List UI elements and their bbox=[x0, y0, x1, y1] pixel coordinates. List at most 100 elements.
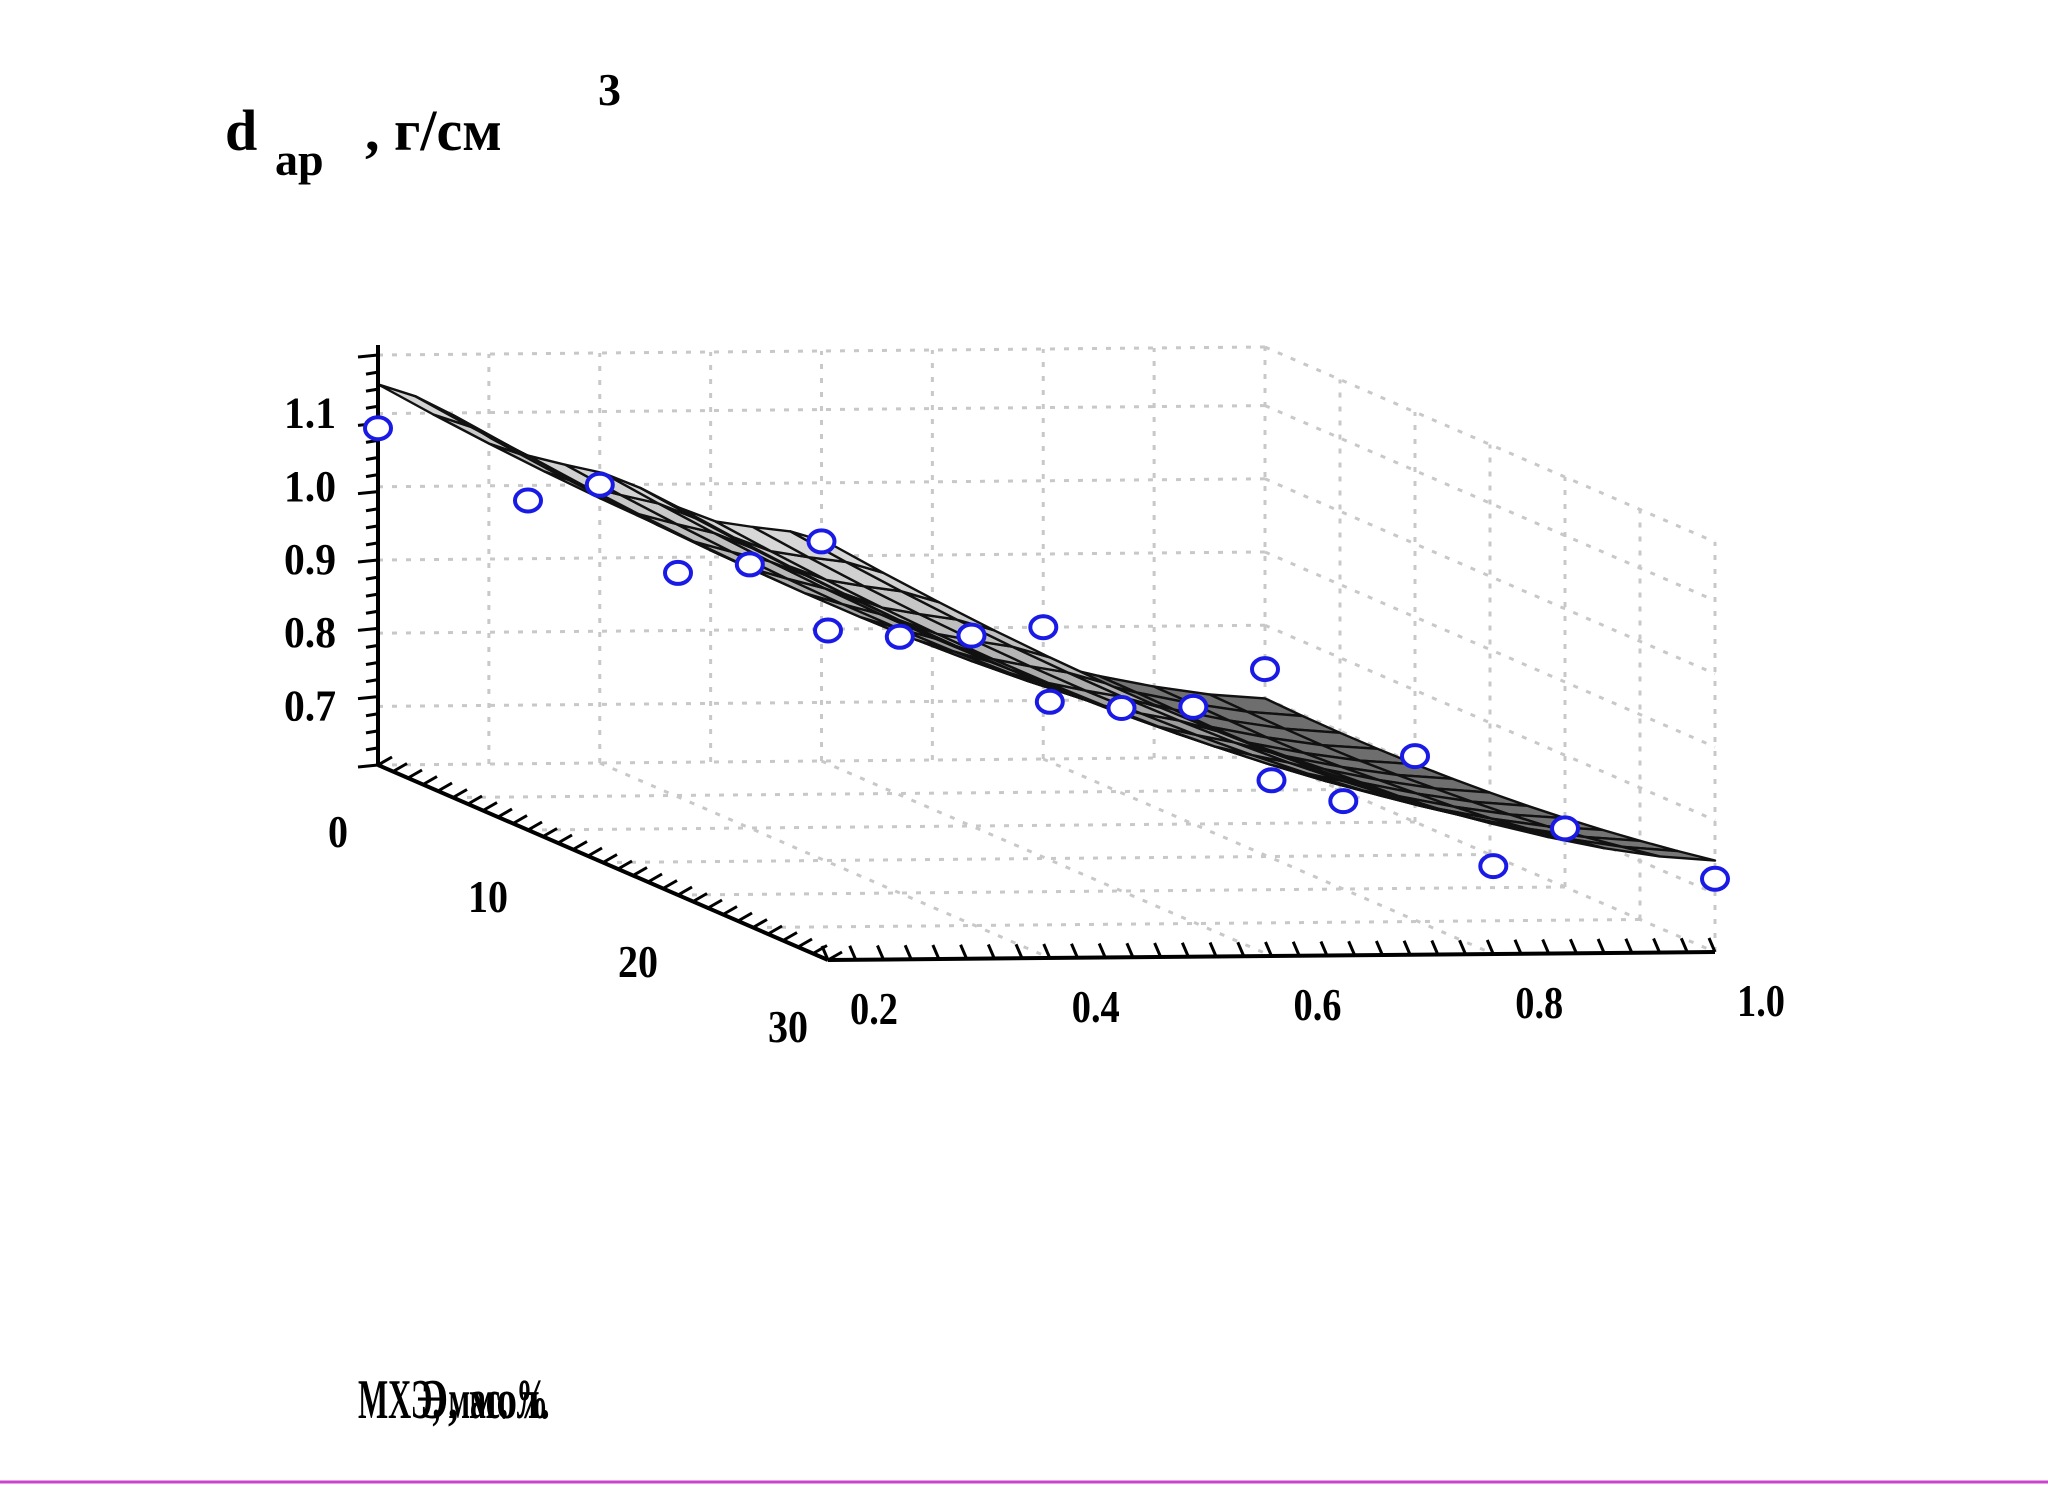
y-tick bbox=[1596, 938, 1606, 954]
y-tick bbox=[1014, 943, 1024, 959]
x-tick bbox=[392, 762, 408, 773]
z-tick bbox=[365, 507, 379, 513]
y-tick bbox=[986, 943, 996, 960]
x-tick bbox=[707, 898, 723, 910]
y-tick-label: 0.4 bbox=[1072, 981, 1120, 1032]
z-tick bbox=[357, 695, 379, 701]
x-tick bbox=[497, 807, 513, 819]
x-tick bbox=[827, 950, 843, 962]
x-tick bbox=[407, 768, 423, 780]
z-axis-label-unit: , г/см bbox=[365, 98, 502, 163]
z-tick bbox=[357, 763, 379, 769]
y-tick bbox=[820, 945, 830, 961]
z-tick bbox=[365, 575, 379, 581]
z-tick-label: 0.7 bbox=[284, 681, 336, 730]
data-point bbox=[1178, 693, 1209, 720]
data-point bbox=[1328, 788, 1359, 815]
y-tick bbox=[1180, 942, 1190, 958]
x-tick bbox=[632, 866, 648, 877]
x-tick-label: 30 bbox=[768, 1001, 808, 1052]
y-tick bbox=[1291, 941, 1301, 957]
data-point bbox=[513, 487, 543, 514]
z-tick-label: 1.1 bbox=[284, 389, 336, 438]
z-tick bbox=[357, 558, 379, 564]
x-tick-label: 20 bbox=[618, 936, 658, 987]
x-axis-label-2: Э, мол. bbox=[420, 1369, 550, 1431]
y-tick bbox=[1236, 941, 1246, 957]
x-tick bbox=[797, 937, 813, 949]
z-tick bbox=[357, 626, 379, 632]
z-tick bbox=[365, 592, 379, 598]
z-tick bbox=[365, 712, 379, 718]
data-point bbox=[734, 551, 765, 578]
y-tick bbox=[1042, 943, 1052, 959]
data-point bbox=[1550, 815, 1580, 842]
z-tick bbox=[357, 490, 379, 496]
z-tick bbox=[365, 729, 379, 735]
y-tick bbox=[903, 944, 913, 960]
x-tick bbox=[602, 853, 618, 864]
y-tick bbox=[1070, 943, 1079, 959]
y-tick bbox=[1458, 939, 1467, 955]
z-tick bbox=[365, 643, 379, 649]
x-tick bbox=[767, 924, 783, 936]
x-tick bbox=[722, 905, 738, 916]
y-tick bbox=[1541, 938, 1551, 955]
y-tick bbox=[1652, 937, 1661, 954]
y-tick bbox=[848, 945, 858, 961]
data-point bbox=[813, 617, 843, 644]
data-point bbox=[1400, 743, 1430, 770]
x-tick bbox=[587, 846, 603, 858]
x-tick bbox=[512, 814, 528, 825]
x-tick bbox=[377, 755, 393, 767]
z-tick bbox=[365, 678, 379, 684]
y-tick bbox=[876, 944, 885, 961]
data-point bbox=[1250, 656, 1280, 683]
x-tick bbox=[812, 944, 828, 955]
y-tick-label: 0.8 bbox=[1515, 977, 1563, 1028]
x-tick bbox=[422, 775, 438, 786]
y-tick bbox=[1513, 939, 1523, 955]
data-point bbox=[806, 528, 837, 555]
x-tick bbox=[647, 872, 663, 884]
x-tick bbox=[467, 794, 483, 806]
y-tick bbox=[1125, 942, 1135, 958]
y-tick-label: 0.6 bbox=[1294, 979, 1342, 1030]
x-tick bbox=[572, 840, 588, 851]
z-tick bbox=[357, 353, 379, 359]
y-tick-label: 0.2 bbox=[850, 983, 898, 1034]
x-tick bbox=[617, 859, 633, 871]
data-point bbox=[884, 623, 915, 650]
z-tick bbox=[365, 404, 379, 410]
data-point bbox=[1256, 767, 1287, 794]
y-tick bbox=[1485, 939, 1495, 955]
x-tick bbox=[782, 931, 798, 942]
x-tick bbox=[542, 827, 558, 838]
y-tick bbox=[1707, 937, 1717, 953]
data-point bbox=[1478, 853, 1509, 880]
x-axis-label-1: МХЭ, мас. % bbox=[358, 1369, 548, 1431]
y-tick-label: 1.0 bbox=[1737, 975, 1785, 1026]
z-tick bbox=[365, 473, 379, 479]
x-tick bbox=[527, 820, 543, 832]
y-tick bbox=[1208, 941, 1218, 958]
x-tick bbox=[662, 879, 678, 890]
x-tick-label: 0 bbox=[328, 806, 348, 857]
x-tick bbox=[677, 885, 693, 897]
y-tick bbox=[1569, 938, 1578, 954]
y-tick bbox=[1679, 937, 1689, 953]
x-tick bbox=[737, 911, 753, 923]
y-tick bbox=[1097, 942, 1107, 959]
z-tick bbox=[365, 661, 379, 666]
x-tick bbox=[437, 781, 453, 793]
data-point bbox=[956, 622, 987, 649]
y-tick bbox=[931, 944, 941, 960]
x-tick-label: 10 bbox=[468, 871, 508, 922]
z-tick bbox=[365, 524, 379, 530]
y-tick bbox=[1624, 938, 1634, 954]
data-point bbox=[1700, 865, 1730, 892]
z-axis-label-main: d bbox=[225, 98, 257, 163]
tick-labels: 0.7 0.8 0.9 1.0 1.1 0 10 20 30 0.2 0.4 0.6 0.8 1.0 bbox=[284, 389, 1785, 1052]
data-point bbox=[1106, 695, 1137, 721]
z-tick bbox=[365, 370, 379, 376]
